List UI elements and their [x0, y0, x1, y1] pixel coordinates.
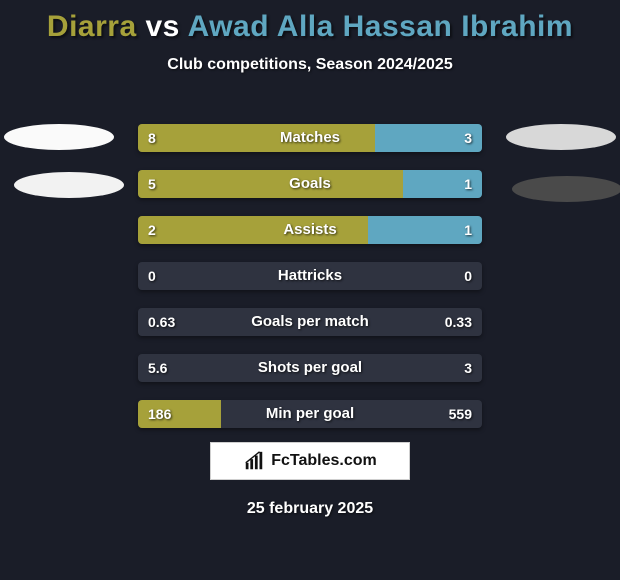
stat-row: 83Matches	[138, 124, 482, 152]
player1-badge-secondary	[14, 172, 124, 198]
brand-box[interactable]: FcTables.com	[210, 442, 410, 480]
stat-row: 5.63Shots per goal	[138, 354, 482, 382]
stat-bars-container: 83Matches 51Goals 21Assists 00Hattricks 0.63…	[138, 124, 482, 446]
stat-label: Matches	[138, 124, 482, 152]
stat-label: Assists	[138, 216, 482, 244]
stat-label: Goals	[138, 170, 482, 198]
stat-row: 21Assists	[138, 216, 482, 244]
stat-row: 186559Min per goal	[138, 400, 482, 428]
stat-label: Hattricks	[138, 262, 482, 290]
player1-badge-primary	[4, 124, 114, 150]
brand-text: FcTables.com	[271, 452, 377, 470]
player2-name: Awad Alla Hassan Ibrahim	[188, 10, 573, 43]
brand-logo-icon	[243, 450, 265, 472]
stat-label: Shots per goal	[138, 354, 482, 382]
player2-badge-primary	[506, 124, 616, 150]
player2-badge-secondary	[512, 176, 620, 202]
subtitle: Club competitions, Season 2024/2025	[0, 56, 620, 74]
date-label: 25 february 2025	[0, 500, 620, 518]
vs-label: vs	[145, 10, 179, 43]
player1-name: Diarra	[47, 10, 137, 43]
stat-row: 00Hattricks	[138, 262, 482, 290]
stat-row: 51Goals	[138, 170, 482, 198]
stat-label: Goals per match	[138, 308, 482, 336]
stat-row: 0.630.33Goals per match	[138, 308, 482, 336]
comparison-title: Diarra vs Awad Alla Hassan Ibrahim	[0, 0, 620, 44]
stat-label: Min per goal	[138, 400, 482, 428]
